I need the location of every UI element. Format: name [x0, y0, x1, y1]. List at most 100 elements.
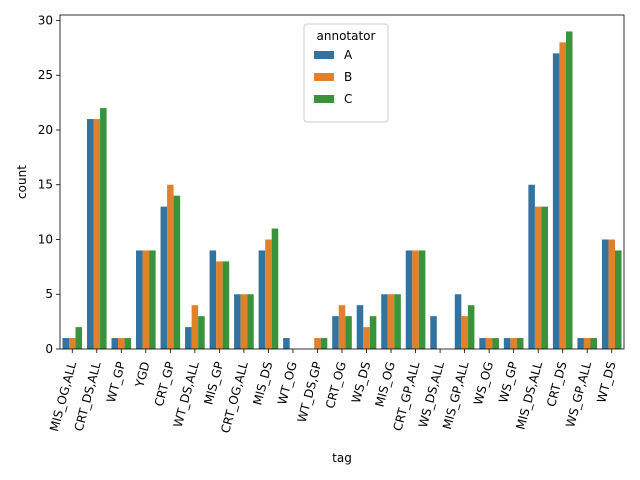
x-tick-label: WT_GP	[104, 360, 128, 404]
bar-B-WS_GP	[510, 338, 517, 349]
bar-C-WT_GP	[124, 338, 132, 349]
legend-swatch-C	[314, 95, 334, 103]
y-tick-label: 15	[38, 178, 53, 192]
bar-A-CRT_DS	[552, 53, 560, 349]
bar-A-WS_GP,ALL	[577, 338, 584, 349]
x-tick-label: MIS_DS	[250, 360, 275, 406]
x-tick-label: WS_DS	[349, 360, 373, 405]
bar-B-CRT_GP,ALL	[412, 250, 419, 349]
x-tick-label: YGD	[132, 360, 152, 390]
bar-B-WT_DS,ALL	[191, 305, 199, 349]
bar-B-MIS_OG,ALL	[68, 338, 76, 349]
x-tick-label: CRT_DS	[544, 360, 569, 408]
bar-A-MIS_DS	[258, 250, 266, 349]
bar-C-MIS_GP	[222, 261, 230, 349]
x-tick-label: MIS_GP	[201, 360, 226, 406]
bar-B-YGD	[142, 250, 150, 349]
bar-B-WS_OG	[485, 338, 493, 349]
x-tick-label: WT_DS	[594, 360, 618, 404]
bar-B-CRT_OG	[338, 305, 346, 349]
bar-A-YGD	[136, 250, 143, 349]
bar-B-MIS_GP	[216, 261, 223, 349]
bar-B-WT_GP	[118, 338, 125, 349]
legend: annotator ABC	[303, 23, 389, 123]
bar-A-CRT_OG	[332, 316, 339, 349]
bar-A-WS_GP	[503, 338, 511, 349]
bar-C-WS_GP,ALL	[590, 338, 598, 349]
x-tick-label: WT_OG	[275, 360, 300, 406]
bar-C-MIS_DS	[271, 228, 279, 349]
bar-A-WT_DS,ALL	[185, 327, 192, 349]
bar-A-WT_DS	[601, 239, 609, 349]
legend-label-A: A	[344, 48, 353, 62]
bar-A-MIS_GP	[209, 250, 217, 349]
bar-B-CRT_OG,ALL	[240, 294, 248, 349]
bar-A-WS_DS	[356, 305, 364, 349]
bar-C-YGD	[149, 250, 156, 349]
bar-C-WT_DS,GP	[320, 338, 328, 349]
legend-label-B: B	[344, 70, 352, 84]
y-tick-label: 10	[38, 232, 53, 246]
bar-B-MIS_OG	[387, 294, 395, 349]
bar-A-MIS_OG,ALL	[62, 338, 69, 349]
bar-B-CRT_DS	[559, 42, 566, 350]
bar-A-MIS_DS,ALL	[528, 184, 535, 349]
y-tick-label: 25	[38, 68, 53, 82]
y-axis-label: count	[15, 165, 29, 199]
bar-A-WT_OG	[283, 338, 290, 349]
bar-C-CRT_DS,ALL	[100, 108, 107, 349]
bars-layer	[62, 31, 622, 350]
bar-A-CRT_GP,ALL	[405, 250, 413, 349]
bar-C-MIS_OG	[394, 294, 401, 349]
axes-frame	[59, 14, 625, 350]
x-tick-label: CRT_GP	[152, 360, 177, 408]
bar-A-CRT_OG,ALL	[234, 294, 241, 349]
y-tick-label: 20	[38, 123, 53, 137]
bar-C-CRT_DS	[565, 31, 573, 349]
bar-C-CRT_GP,ALL	[418, 250, 426, 349]
bar-A-MIS_OG	[381, 294, 388, 349]
legend-swatch-A	[314, 51, 334, 59]
bar-C-WS_DS	[369, 316, 377, 349]
bar-A-CRT_DS,ALL	[86, 119, 94, 350]
x-tick-label: WT_DS,GP	[295, 360, 325, 424]
bar-B-WT_DS,GP	[314, 338, 321, 349]
bar-C-MIS_DS,ALL	[541, 206, 548, 349]
x-tick-label: CRT_OG	[323, 360, 349, 410]
bar-C-CRT_OG,ALL	[247, 294, 254, 349]
bar-A-CRT_GP	[160, 206, 168, 349]
bar-A-WS_DS,ALL	[430, 316, 437, 349]
bar-B-CRT_GP	[167, 184, 174, 349]
y-tick-label: 5	[45, 287, 53, 301]
bar-B-WS_GP,ALL	[583, 338, 591, 349]
x-tick-label: WS_GP	[496, 360, 520, 404]
bar-C-WS_OG	[492, 338, 499, 349]
x-tick-label: WS_OG	[471, 360, 496, 406]
bar-A-WS_OG	[479, 338, 486, 349]
bar-C-WT_DS	[615, 250, 622, 349]
bar-A-MIS_GP,ALL	[454, 294, 462, 349]
y-tick-label: 0	[45, 342, 53, 356]
x-tick-label: MIS_OG	[372, 360, 397, 408]
legend-label-C: C	[344, 92, 352, 106]
bar-C-CRT_OG	[345, 316, 352, 349]
x-axis-label: tag	[332, 451, 352, 465]
bar-B-WT_DS	[608, 239, 616, 349]
plot-spines	[59, 14, 625, 350]
bar-B-MIS_DS,ALL	[534, 206, 542, 349]
legend-swatch-B	[314, 73, 334, 81]
legend-title: annotator	[317, 29, 376, 43]
bar-B-WS_DS	[363, 327, 370, 349]
bar-C-MIS_GP,ALL	[467, 305, 475, 349]
bar-B-MIS_DS	[265, 239, 272, 349]
y-axis: 0 5 10 15 20 25 30	[38, 13, 60, 356]
bar-A-WT_GP	[111, 338, 119, 349]
bar-C-WT_DS,ALL	[198, 316, 205, 349]
bar-C-WS_GP	[516, 338, 524, 349]
bar-C-CRT_GP	[173, 195, 181, 349]
bar-B-CRT_DS,ALL	[93, 119, 101, 350]
y-tick-label: 30	[38, 13, 53, 27]
bar-C-MIS_OG,ALL	[75, 327, 83, 349]
